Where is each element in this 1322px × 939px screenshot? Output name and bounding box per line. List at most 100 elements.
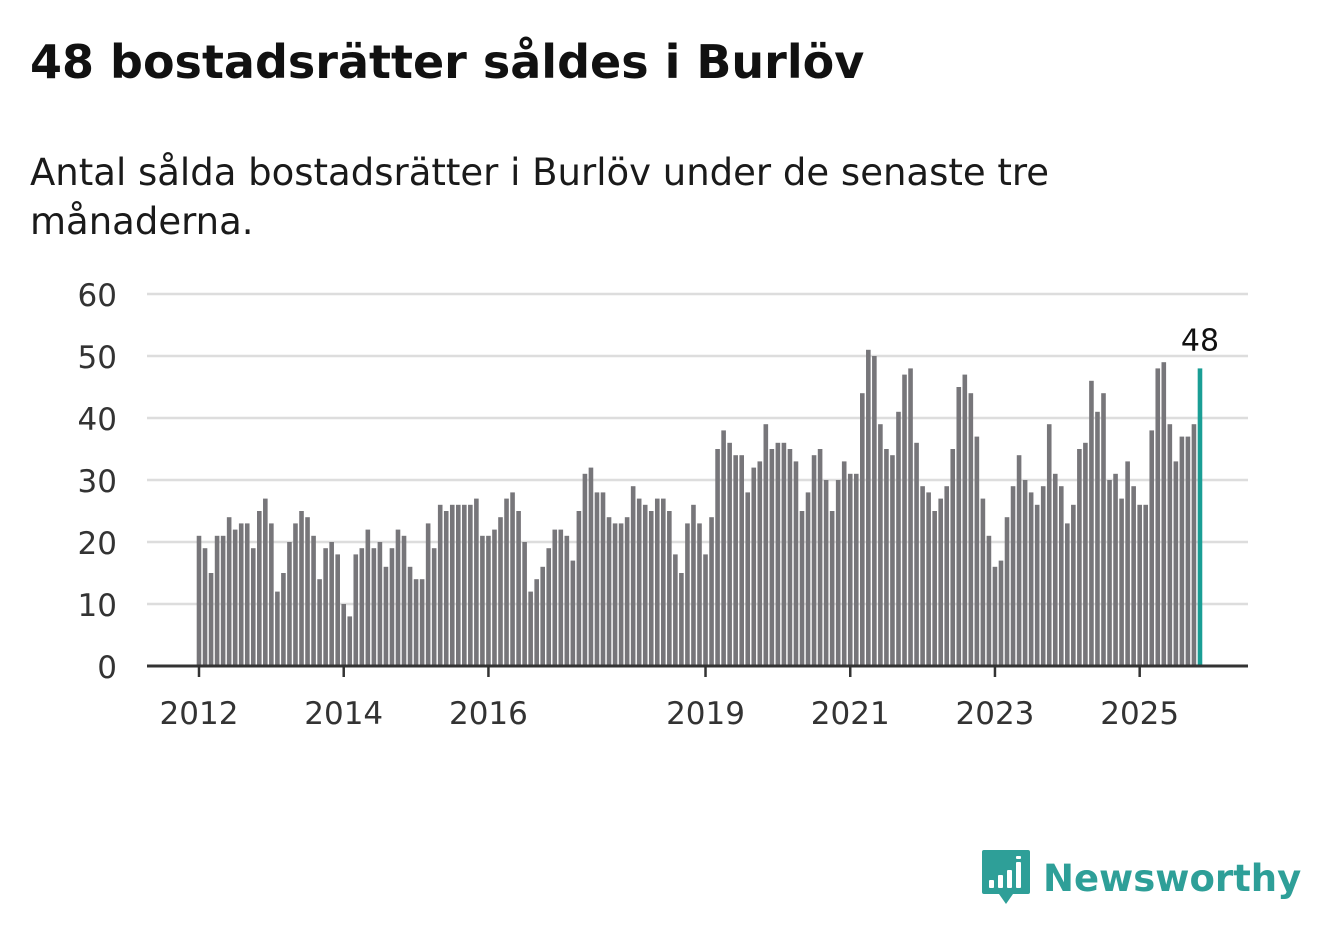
bar (793, 461, 799, 666)
bar (932, 511, 937, 666)
bar (685, 523, 690, 666)
bar (1058, 486, 1064, 666)
x-tick-label: 2021 (811, 696, 890, 732)
bar (914, 442, 919, 666)
bar (359, 548, 365, 666)
bar (341, 604, 347, 666)
bar (329, 542, 334, 666)
bar (691, 504, 696, 666)
bar (257, 511, 262, 666)
y-tick-label: 60 (78, 278, 117, 314)
bar (269, 523, 274, 666)
bar (624, 517, 630, 666)
bar (244, 523, 250, 666)
bar (1028, 492, 1034, 666)
bar (1185, 436, 1191, 666)
bar (799, 511, 805, 666)
bar (986, 535, 992, 666)
bar (317, 579, 322, 666)
bar (1143, 504, 1149, 666)
bar (474, 498, 479, 666)
bar (395, 529, 401, 666)
bar (582, 473, 588, 666)
bar (727, 442, 732, 666)
bar (1173, 461, 1179, 666)
x-tick-label: 2012 (160, 696, 239, 732)
bar (884, 449, 889, 666)
bar (920, 486, 925, 666)
chart-title: 48 bostadsrätter såldes i Burlöv (30, 35, 865, 89)
bar (896, 411, 901, 666)
bar (570, 560, 576, 666)
bar (522, 542, 527, 666)
bar (196, 535, 202, 666)
bar (287, 542, 292, 666)
bar (516, 511, 521, 666)
bar (383, 566, 389, 666)
bar (823, 480, 829, 666)
bar-series (196, 349, 1203, 666)
bar (878, 424, 883, 666)
bar (1077, 449, 1082, 666)
newsworthy-logo: Newsworthy (981, 848, 1301, 908)
bar (250, 548, 256, 666)
bar (534, 579, 539, 666)
bar (480, 535, 485, 666)
bar (552, 529, 558, 666)
bar (902, 374, 907, 666)
y-tick-label: 50 (78, 340, 117, 376)
bar (263, 498, 268, 666)
y-tick-label: 0 (97, 650, 117, 686)
bar (407, 566, 413, 666)
highlight-value-label: 48 (1181, 323, 1219, 358)
bar (600, 492, 606, 666)
bar (220, 535, 226, 666)
bar (775, 442, 781, 666)
bar (1191, 424, 1197, 666)
bar (449, 504, 455, 666)
bar (751, 467, 757, 666)
bar (974, 436, 980, 666)
y-axis-ticks: 0 10 20 30 40 50 60 (78, 278, 117, 686)
x-tick-label: 2025 (1100, 696, 1179, 732)
bar (486, 535, 491, 666)
bar (763, 424, 769, 666)
bar (443, 511, 449, 666)
x-tick-label: 2019 (666, 696, 745, 732)
bar (709, 517, 714, 666)
bar (498, 517, 503, 666)
bar (962, 374, 968, 666)
bar (1107, 480, 1112, 666)
bar (733, 455, 738, 666)
bar (455, 504, 461, 666)
bar (992, 566, 998, 666)
bar (787, 449, 793, 666)
bar (413, 579, 419, 666)
bar (841, 461, 847, 666)
bar (238, 523, 244, 666)
bar (661, 498, 666, 666)
bar (745, 492, 751, 666)
bar-highlight (1197, 368, 1203, 666)
bar (1034, 504, 1040, 666)
bar (492, 529, 497, 666)
bar (431, 548, 437, 666)
bar (938, 498, 943, 666)
bar (335, 554, 340, 666)
y-tick-label: 20 (78, 526, 117, 562)
bar (281, 573, 286, 666)
bar (226, 517, 232, 666)
bar (311, 535, 316, 666)
bar (588, 467, 594, 666)
bar (1149, 430, 1155, 666)
bar (564, 535, 570, 666)
bar (1167, 424, 1173, 666)
newsworthy-logo-icon (982, 850, 1030, 904)
bar (305, 517, 310, 666)
bar (908, 368, 913, 666)
bar (703, 554, 708, 666)
bar (425, 523, 431, 666)
bar (275, 591, 280, 666)
bar (829, 511, 835, 666)
bar (1022, 480, 1028, 666)
